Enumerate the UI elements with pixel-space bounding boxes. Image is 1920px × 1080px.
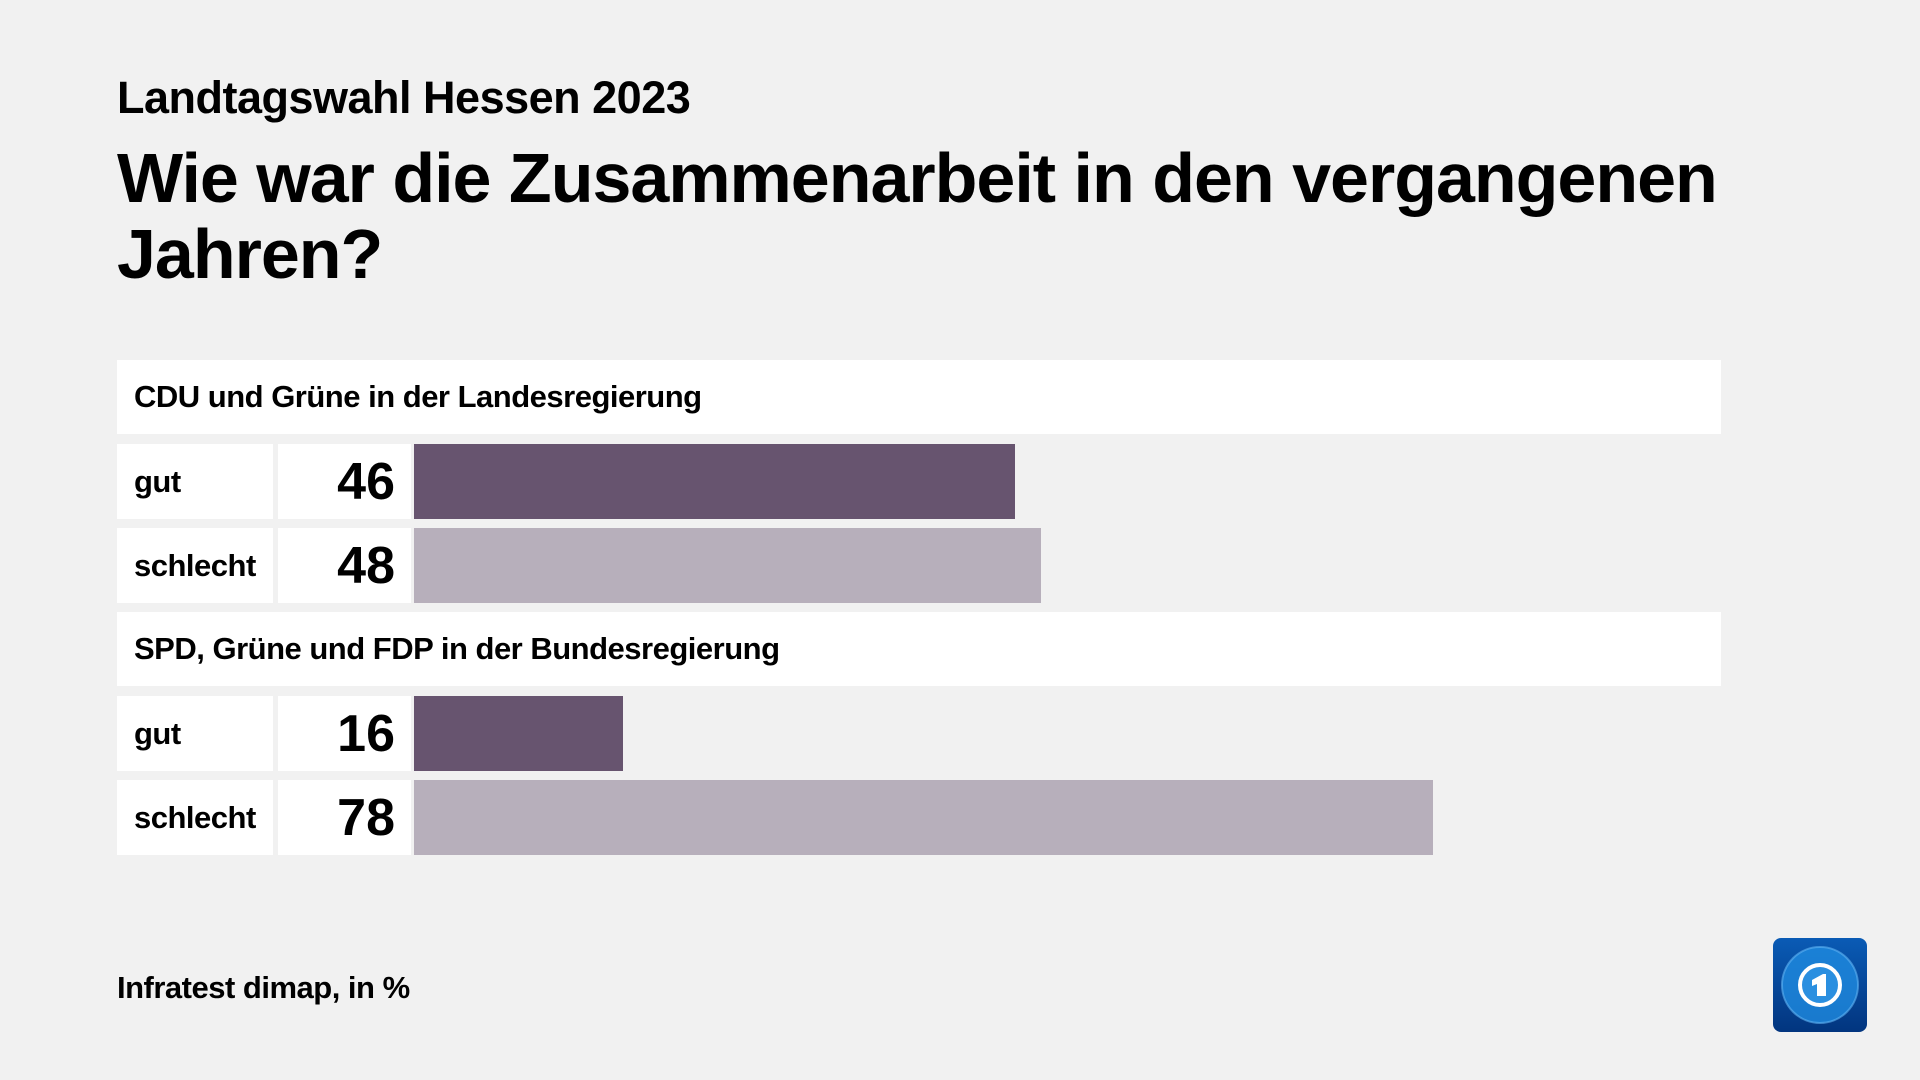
group-title: SPD, Grüne und FDP in der Bundesregierun… (117, 612, 1721, 686)
source-note: Infratest dimap, in % (117, 970, 410, 1005)
data-label: 16 (278, 696, 411, 771)
category-label: schlecht (117, 780, 273, 855)
bar-track (414, 528, 1721, 603)
bar-row: gut 16 (117, 696, 1721, 771)
page-title: Wie war die Zusammenarbeit in den vergan… (117, 139, 1718, 293)
bar-track (414, 780, 1721, 855)
tagesschau-logo (1773, 938, 1867, 1032)
bar-gut (414, 444, 1016, 519)
data-label: 48 (278, 528, 411, 603)
subtitle: Landtagswahl Hessen 2023 (117, 72, 691, 123)
data-label: 78 (278, 780, 411, 855)
category-label: schlecht (117, 528, 273, 603)
data-label: 46 (278, 444, 411, 519)
category-label: gut (117, 696, 273, 771)
category-label: gut (117, 444, 273, 519)
bar-row: schlecht 78 (117, 780, 1721, 855)
bar-gut (414, 696, 624, 771)
bar-row: gut 46 (117, 444, 1721, 519)
bar-chart: CDU und Grüne in der Landesregierung gut … (117, 360, 1721, 864)
bar-track (414, 444, 1721, 519)
bar-schlecht (414, 528, 1042, 603)
bar-track (414, 696, 1721, 771)
bar-schlecht (414, 780, 1434, 855)
bar-row: schlecht 48 (117, 528, 1721, 603)
group-title: CDU und Grüne in der Landesregierung (117, 360, 1721, 434)
